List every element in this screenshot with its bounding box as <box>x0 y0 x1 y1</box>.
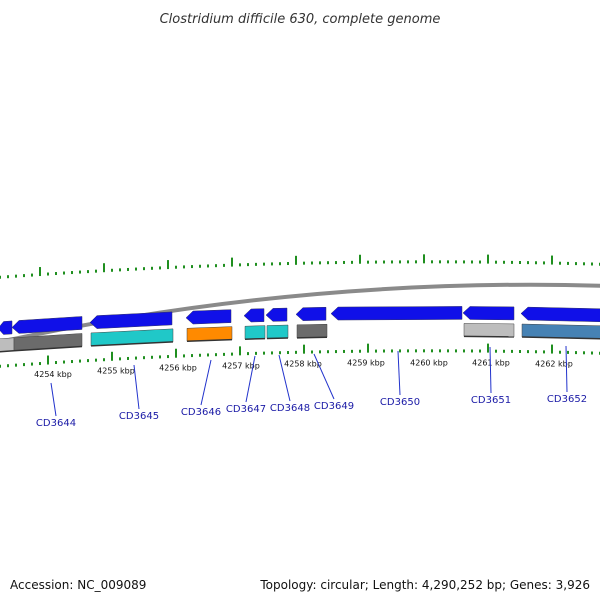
gene-label-line <box>245 355 256 403</box>
gene-label-cd3649[interactable]: CD3649 <box>314 401 354 412</box>
gene-cd3650-arrow <box>330 306 463 321</box>
gene-label-cd3646[interactable]: CD3646 <box>181 407 221 418</box>
gene-label-cd3644[interactable]: CD3644 <box>36 418 76 429</box>
scale-label: 4256 kbp <box>159 364 197 373</box>
scale-label: 4254 kbp <box>34 370 72 379</box>
category-bar-cd3647 <box>244 325 266 340</box>
category-bar-cd3649-edge <box>296 336 328 339</box>
gene-cd3649-arrow <box>295 306 327 321</box>
scale-labels: 4254 kbp 4255 kbp 4256 kbp 4257 kbp 4258 kbp… <box>34 358 573 379</box>
gene-label-cd3652[interactable]: CD3652 <box>547 394 587 405</box>
category-bar-cd3644 <box>13 333 83 352</box>
gene-label-line <box>565 345 568 393</box>
gene-label-line <box>278 354 291 402</box>
genome-summary-text: Topology: circular; Length: 4,290,252 bp… <box>260 578 590 592</box>
gene-cd3645-arrow <box>89 311 173 329</box>
gene-cd3646-arrow <box>185 309 232 325</box>
gene-cd3651-arrow <box>462 306 515 321</box>
category-bar-cd3651 <box>463 323 515 338</box>
gene-cd3652-arrow <box>520 306 600 322</box>
gene-label-cd3648[interactable]: CD3648 <box>270 403 310 414</box>
scale-label: 4258 kbp <box>284 360 322 369</box>
tick-marks <box>0 254 600 368</box>
gene-label-cd3647[interactable]: CD3647 <box>226 404 266 415</box>
genome-title: Clostridium difficile 630, complete geno… <box>160 12 441 27</box>
category-bar-cd3643 <box>0 337 15 353</box>
scale-label: 4260 kbp <box>410 358 448 367</box>
gene-label-line <box>50 382 57 417</box>
gene-label-line <box>133 364 140 410</box>
category-bar-cd3645 <box>90 328 174 347</box>
category-bar-cd3652-edge <box>521 336 600 340</box>
gene-label-cd3645[interactable]: CD3645 <box>119 411 159 422</box>
gene-label-cd3650[interactable]: CD3650 <box>380 397 420 408</box>
category-bar-cd3649 <box>296 323 328 339</box>
category-bar-cd3648-edge <box>266 337 289 340</box>
scale-label: 4259 kbp <box>347 359 385 368</box>
category-bar-cd3643-edge <box>0 350 15 353</box>
category-bar-cd3647-edge <box>244 337 266 340</box>
scale-label: 4257 kbp <box>222 361 260 370</box>
category-bar-cd3652 <box>521 323 600 339</box>
category-bar-cd3646 <box>186 326 233 342</box>
gene-features <box>0 306 600 353</box>
scale-label: 4262 kbp <box>535 360 573 369</box>
category-bar-cd3645-edge <box>90 341 174 347</box>
gene-cd3647-arrow <box>243 308 265 323</box>
category-bar-cd3648 <box>266 324 289 339</box>
gene-label-cd3651[interactable]: CD3651 <box>471 395 511 406</box>
gene-cd3644-arrow <box>11 316 83 334</box>
category-bar-cd3644-edge <box>13 345 83 352</box>
gene-label-line <box>397 350 401 396</box>
gene-label-line <box>313 353 335 400</box>
gene-cd3643-arrow <box>0 320 13 335</box>
gene-cd3648-arrow <box>265 307 288 322</box>
gene-label-line <box>200 359 212 406</box>
category-bar-cd3646-edge <box>186 338 233 343</box>
accession-text: Accession: NC_009089 <box>10 578 147 592</box>
scale-label: 4261 kbp <box>472 359 510 368</box>
gene-labels: CD3644 CD3645 CD3646 CD3647 CD3648 CD3649 CD36… <box>36 345 587 429</box>
gene-label-line <box>489 346 492 394</box>
scale-label: 4255 kbp <box>97 367 135 376</box>
